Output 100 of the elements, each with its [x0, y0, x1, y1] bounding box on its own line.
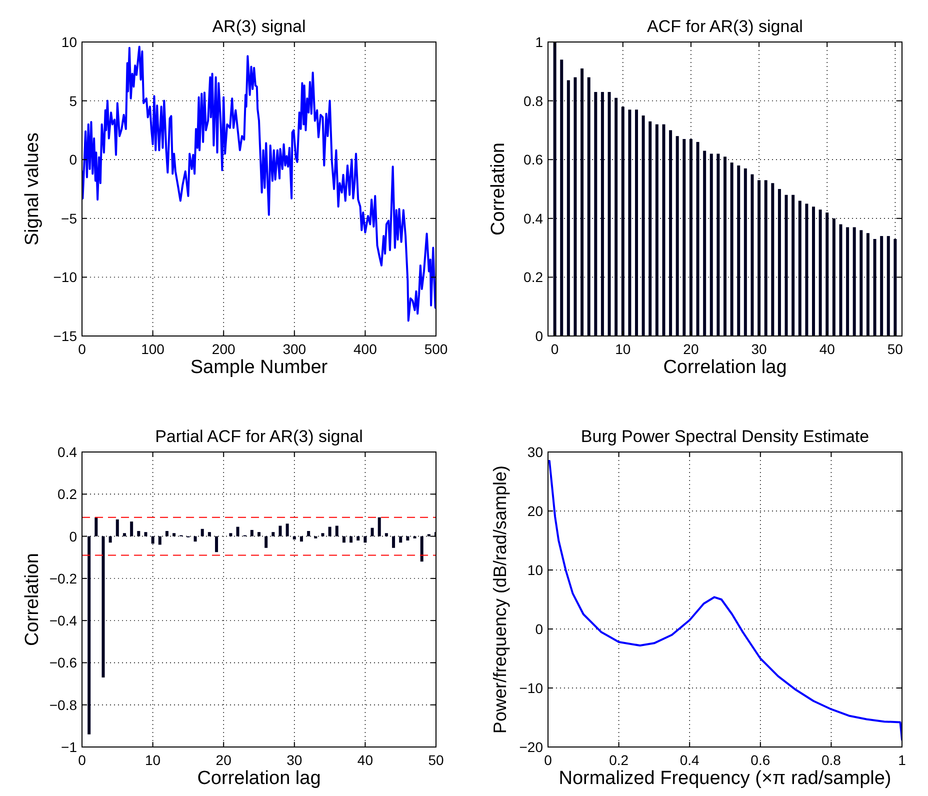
bar [880, 236, 884, 336]
bar [165, 531, 168, 536]
bar [574, 77, 577, 336]
bar [642, 116, 645, 336]
bar [696, 142, 700, 336]
bar [151, 536, 154, 544]
y-tick-label: −5 [61, 210, 78, 226]
y-axis-title: Correlation [488, 142, 509, 236]
bar [300, 536, 303, 542]
y-tick-label: 0.2 [58, 486, 78, 502]
y-tick-label: 0.8 [524, 92, 544, 109]
y-tick-label: 1 [535, 34, 544, 50]
bar [689, 139, 692, 336]
bar [724, 156, 726, 336]
y-tick-label: 10 [527, 562, 544, 578]
bar [771, 183, 774, 336]
bar [600, 92, 604, 336]
x-tick-label: 20 [683, 341, 699, 357]
bar [608, 92, 611, 336]
bar [94, 517, 98, 536]
bar [566, 80, 570, 336]
bar [737, 165, 740, 336]
y-tick-label: −0.6 [49, 654, 78, 671]
bar [587, 77, 590, 336]
x-axis-title: Sample Number [190, 357, 328, 378]
x-tick-label: 10 [615, 341, 631, 357]
bar [321, 533, 324, 536]
x-tick-label: 100 [141, 341, 165, 357]
bar [108, 536, 112, 543]
y-tick-label: 0.2 [524, 269, 544, 286]
line-series [82, 46, 436, 322]
bar [648, 121, 652, 336]
bar [364, 536, 367, 543]
bar [370, 528, 374, 536]
x-axis-title: Normalized Frequency (×π rad/sample) [558, 768, 892, 789]
x-tick-label: 30 [751, 341, 768, 357]
y-tick-label: −0.2 [49, 570, 78, 586]
chart-title: AR(3) signal [212, 17, 306, 36]
bar [144, 532, 148, 536]
bar [406, 536, 410, 540]
bar [229, 533, 232, 536]
bar [384, 533, 388, 536]
y-tick-label: 0.4 [58, 444, 78, 460]
bar [750, 174, 754, 336]
bar [873, 238, 876, 336]
bar [286, 524, 289, 536]
bar [860, 230, 863, 336]
y-tick-label: −1 [61, 739, 78, 755]
x-tick-label: 30 [286, 752, 302, 768]
bar [894, 238, 897, 336]
bar [307, 531, 310, 536]
bar [812, 206, 815, 336]
x-tick-label: 500 [424, 341, 448, 357]
x-tick-label: 40 [819, 341, 836, 357]
bar [839, 224, 842, 336]
bar [335, 526, 338, 536]
bar [703, 150, 706, 336]
x-tick-label: 50 [428, 752, 444, 768]
y-tick-label: −10 [519, 680, 544, 696]
bar [200, 528, 204, 536]
bar [342, 536, 346, 543]
y-tick-label: −15 [53, 328, 78, 344]
bar [272, 532, 275, 536]
y-tick-label: 0 [69, 152, 78, 168]
bar [832, 218, 836, 336]
bar [662, 124, 666, 336]
y-tick-label: 5 [69, 92, 78, 109]
bar [778, 189, 781, 336]
bar [758, 180, 761, 336]
bar [614, 98, 618, 336]
bar [818, 210, 822, 336]
x-axis-title: Correlation lag [663, 357, 787, 378]
bar [215, 536, 218, 552]
bar [635, 110, 638, 336]
bar [744, 168, 747, 336]
bar [208, 532, 211, 536]
y-tick-label: 20 [527, 503, 544, 519]
x-tick-label: 1 [898, 752, 906, 768]
x-tick-label: 50 [887, 341, 904, 357]
bar [378, 517, 381, 536]
bar [328, 526, 332, 536]
bar [784, 194, 788, 336]
bar [102, 536, 105, 678]
y-tick-label: 0.6 [524, 152, 544, 168]
bar [866, 233, 870, 336]
y-axis-title: Power/frequency (dB/rad/sample) [490, 465, 510, 734]
x-axis-title: Correlation lag [197, 768, 321, 789]
chart-title: Burg Power Spectral Density Estimate [580, 427, 870, 446]
line-series [548, 460, 902, 741]
y-axis-title: Correlation [22, 553, 43, 646]
bar [798, 200, 802, 336]
bar [710, 154, 713, 336]
y-tick-label: 0 [535, 328, 544, 344]
bar [852, 227, 856, 336]
bar [594, 92, 598, 336]
bar [194, 536, 197, 542]
y-tick-label: 30 [527, 444, 544, 460]
bar [580, 68, 584, 336]
bar [172, 533, 176, 536]
bar [676, 136, 679, 336]
